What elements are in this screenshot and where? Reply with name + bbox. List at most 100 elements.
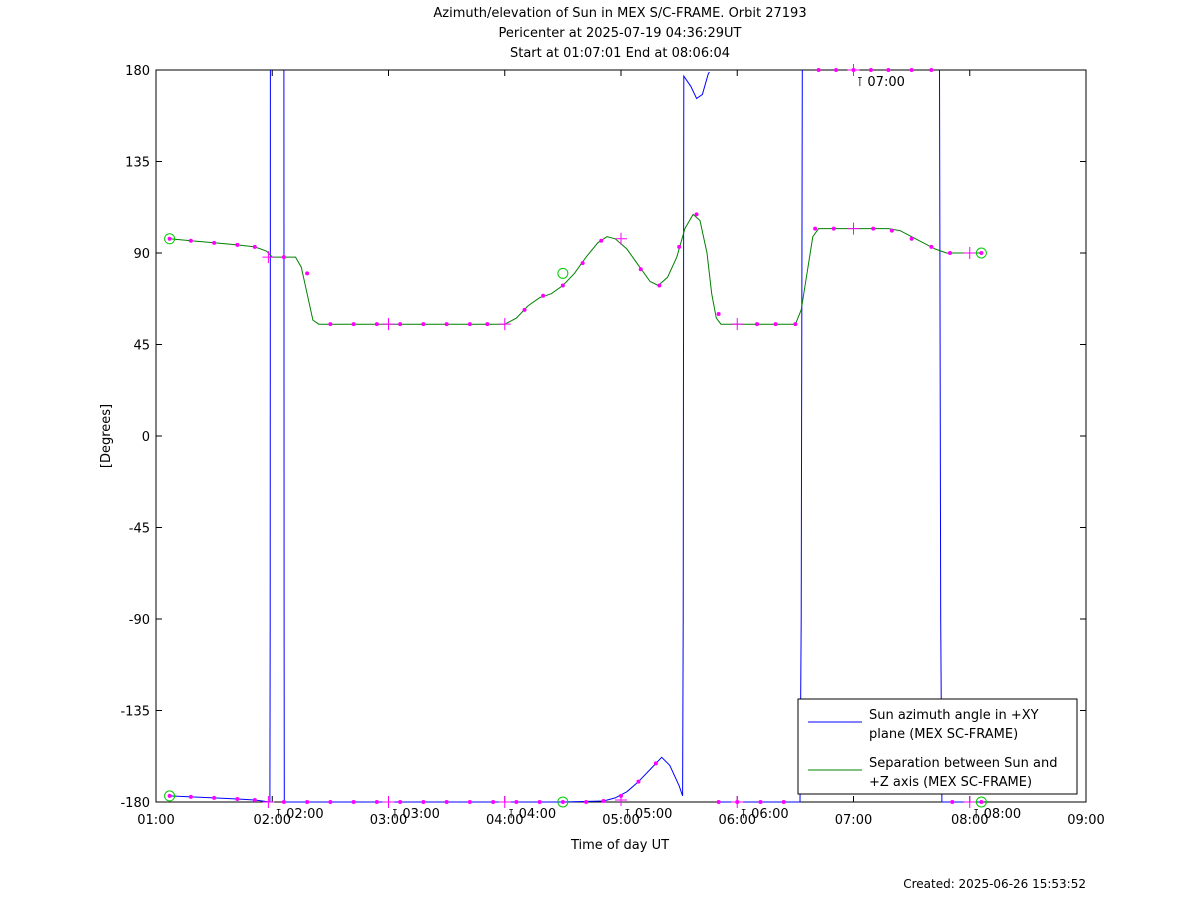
data-point	[773, 322, 778, 327]
hour-cross-marker	[963, 796, 976, 808]
data-point	[601, 798, 606, 803]
data-point	[694, 212, 699, 217]
plot-area-frame	[155, 69, 1087, 803]
hour-cross-marker	[731, 796, 744, 808]
data-point	[212, 795, 217, 800]
data-point	[813, 226, 818, 231]
hour-cross-marker	[382, 796, 395, 808]
time-annotation: ⊺ 08:00	[973, 807, 1021, 822]
title-line-3: Start at 01:07:01 End at 08:06:04	[510, 46, 730, 61]
hour-cross-marker	[963, 247, 976, 259]
event-circle-marker	[975, 247, 987, 259]
series-line	[169, 213, 982, 325]
data-point	[537, 800, 542, 804]
x-tick-label: 09:00	[1067, 813, 1104, 828]
data-point	[491, 800, 496, 804]
data-point	[831, 226, 836, 231]
hour-cross-marker	[262, 251, 275, 264]
data-point	[889, 228, 894, 233]
data-point	[374, 322, 379, 327]
data-point	[979, 251, 984, 255]
hour-cross-marker	[847, 222, 860, 235]
event-circle-marker	[164, 790, 176, 802]
y-tick-label: 45	[133, 339, 150, 354]
data-point	[929, 68, 934, 72]
data-point	[467, 322, 472, 327]
data-point	[580, 261, 585, 266]
time-annotations: ⊺ 02:00 ⊺ 03:00 ⊺ 04:00 ⊺ 05:00 ⊺ 06:00 ⊺ 07:…	[275, 75, 1021, 822]
time-annotation: ⊺ 02:00	[275, 807, 323, 822]
time-annotation: ⊺ 03:00	[392, 807, 440, 822]
data-point	[599, 238, 604, 243]
data-point	[398, 800, 403, 804]
data-point	[281, 255, 286, 260]
data-point	[398, 322, 403, 327]
data-point	[793, 322, 798, 327]
data-point	[816, 68, 821, 72]
data-point	[909, 68, 914, 72]
hour-cross-marker	[498, 318, 511, 331]
data-point	[444, 800, 449, 804]
data-point	[755, 322, 760, 327]
data-point	[485, 322, 490, 327]
axis-ticks	[155, 69, 1087, 803]
data-point	[351, 800, 356, 804]
data-point	[947, 251, 952, 255]
event-circle-marker	[557, 267, 569, 279]
chart-title: Azimuth/elevation of Sun in MEX S/C-FRAM…	[433, 6, 806, 61]
data-point	[560, 283, 565, 288]
created-timestamp: Created: 2025-06-26 15:53:52	[903, 877, 1086, 891]
x-tick-label: 02:00	[254, 813, 291, 828]
time-annotation: ⊺ 06:00	[740, 807, 788, 822]
x-tick-label: 06:00	[719, 813, 756, 828]
legend-box	[797, 698, 1078, 795]
data-point	[167, 236, 172, 241]
data-point	[252, 244, 257, 249]
data-point	[979, 800, 984, 804]
legend-label: Separation between Sun and	[869, 756, 1057, 771]
hour-cross-marker	[498, 796, 511, 808]
data-point	[522, 307, 527, 312]
x-tick-label: 05:00	[602, 813, 639, 828]
time-annotation: ⊺ 07:00	[857, 75, 905, 90]
y-tick-label: -45	[129, 522, 150, 537]
x-axis-label: Time of day UT	[570, 838, 669, 853]
data-point	[950, 800, 955, 804]
x-tick-label: 08:00	[951, 813, 988, 828]
hour-cross-marker	[615, 232, 627, 245]
legend-label: +Z axis (MEX SC-FRAME)	[869, 775, 1032, 790]
data-point	[929, 244, 934, 249]
data-point	[281, 800, 286, 804]
time-annotation: ⊺ 04:00	[508, 807, 556, 822]
data-point	[467, 800, 472, 804]
series-line	[718, 69, 803, 803]
title-line-1: Azimuth/elevation of Sun in MEX S/C-FRAM…	[433, 6, 806, 21]
data-point	[421, 322, 426, 327]
y-tick-label: 180	[125, 64, 150, 79]
legend: Sun azimuth angle in +XY plane (MEX SC-FR…	[797, 698, 1078, 795]
data-point	[188, 238, 193, 243]
x-tick-label: 01:00	[137, 813, 174, 828]
data-point	[909, 236, 914, 241]
title-line-2: Pericenter at 2025-07-19 04:36:29UT	[498, 26, 741, 41]
hour-cross-marker	[382, 318, 395, 331]
hour-cross-marker	[847, 64, 860, 76]
event-circle-marker	[975, 796, 987, 808]
y-tick-label: 135	[125, 156, 150, 171]
data-point	[351, 322, 356, 327]
data-point	[834, 68, 839, 72]
y-tick-label: -135	[120, 705, 150, 720]
series-line	[169, 69, 271, 803]
y-tick-label: 0	[142, 430, 150, 445]
data-point	[305, 800, 310, 804]
hour-cross-marker	[615, 793, 627, 806]
x-axis-tick-labels: 01:00 02:00 03:00 04:00 05:00 06:00 07:00 08:00…	[137, 813, 1104, 828]
x-tick-label: 07:00	[835, 813, 872, 828]
data-point	[758, 800, 763, 804]
data-point	[584, 800, 589, 804]
data-point	[421, 800, 426, 804]
data-point	[716, 800, 721, 804]
data-point	[871, 226, 876, 231]
data-point	[328, 800, 333, 804]
series-group	[164, 64, 987, 808]
